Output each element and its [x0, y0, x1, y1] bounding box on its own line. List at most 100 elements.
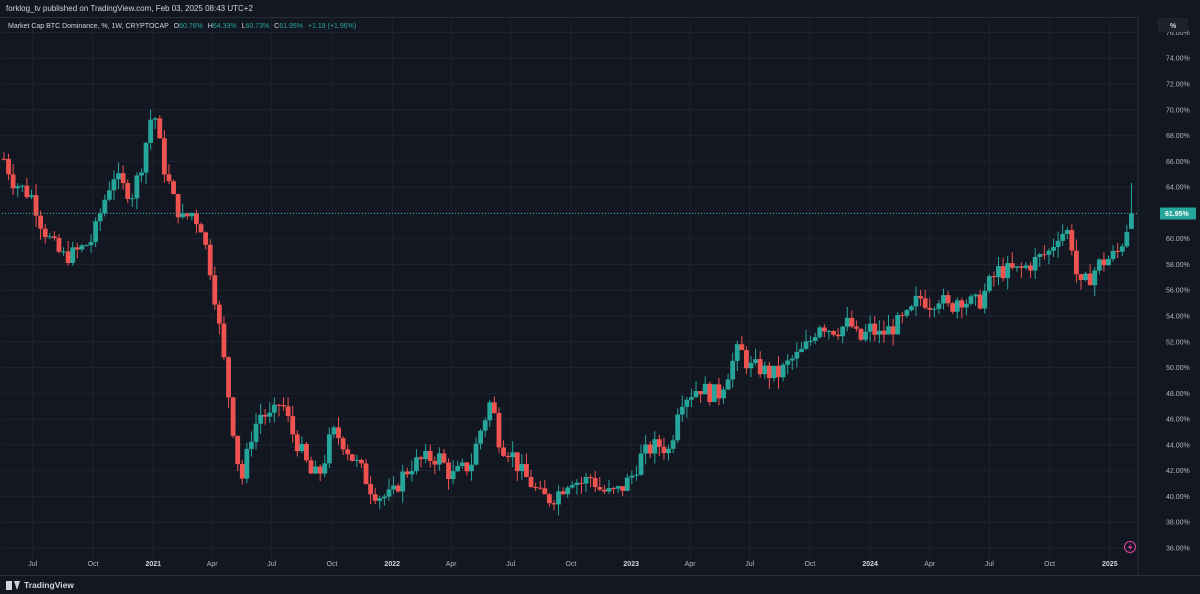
tradingview-logo[interactable]: TradingView: [6, 579, 74, 591]
legend-open-value: 60.76%: [179, 23, 203, 30]
candle-body: [844, 317, 850, 327]
candle-body: [244, 448, 250, 479]
candle-body: [707, 383, 713, 403]
candle: [294, 430, 300, 457]
candle-body: [854, 326, 859, 329]
candle: [271, 397, 277, 423]
candle: [221, 316, 227, 361]
publisher-header: forklog_tv published on TradingView.com,…: [0, 0, 1200, 18]
candle-body: [79, 245, 85, 250]
candle: [152, 116, 158, 129]
candle-body: [326, 434, 332, 464]
candle-body: [739, 344, 745, 351]
candle: [904, 309, 910, 319]
candle-body: [436, 453, 442, 465]
candle: [400, 464, 406, 503]
candle-body: [615, 486, 621, 489]
candle: [29, 189, 34, 200]
candle: [336, 417, 341, 445]
candle-body: [1078, 274, 1084, 281]
candle-body: [968, 296, 974, 304]
candle-body: [1014, 266, 1020, 268]
candle: [982, 283, 988, 314]
candle: [1110, 245, 1116, 262]
candle: [588, 474, 594, 488]
candle: [1023, 262, 1029, 270]
candle-body: [249, 441, 254, 449]
candle: [345, 444, 351, 461]
candle-body: [918, 295, 923, 299]
candle: [725, 373, 731, 390]
price-axis[interactable]: 36.00% 38.00% 40.00% 42.00% 44.00% 46.00% 48.0…: [1166, 30, 1190, 553]
candle: [372, 488, 378, 505]
candle-body: [734, 344, 740, 361]
candle: [881, 320, 887, 343]
candle-body: [519, 463, 525, 472]
candle-body: [991, 276, 997, 278]
candle: [313, 460, 319, 474]
candle: [436, 447, 442, 471]
lightning-icon[interactable]: [1124, 541, 1136, 553]
candle-body: [945, 295, 951, 304]
candle: [858, 328, 864, 342]
candle: [634, 465, 639, 481]
candle: [491, 396, 497, 415]
candle: [404, 467, 410, 479]
candle: [514, 452, 520, 481]
candle-body: [624, 477, 630, 491]
candle: [33, 184, 39, 227]
candle: [446, 458, 451, 490]
candle: [711, 384, 717, 403]
candle-body: [464, 462, 470, 472]
candle-body: [753, 359, 758, 363]
candle: [459, 458, 465, 469]
unit-button[interactable]: %: [1158, 18, 1188, 32]
candle-body: [61, 251, 66, 253]
candle: [1115, 243, 1121, 258]
candle: [950, 301, 956, 314]
candle: [19, 184, 25, 192]
candle-body: [184, 213, 190, 217]
candle-body: [785, 360, 791, 365]
candle-body: [65, 251, 71, 263]
candle-body: [70, 247, 76, 263]
y-tick-label: 40.00%: [1166, 494, 1190, 501]
candle-body: [106, 190, 112, 200]
x-tick-label: Oct: [88, 561, 99, 568]
candle-body: [336, 427, 341, 439]
candle: [331, 425, 337, 439]
candle: [569, 481, 575, 489]
candle: [340, 436, 346, 455]
candle: [409, 460, 415, 482]
candle-body: [1046, 250, 1052, 255]
candle-body: [780, 364, 786, 378]
candle: [322, 454, 328, 478]
candle: [519, 454, 525, 480]
candle: [624, 473, 630, 492]
candle: [753, 348, 758, 366]
candle-body: [959, 300, 965, 308]
legend-open-label: O: [174, 23, 180, 30]
x-tick-label: Jul: [985, 561, 994, 568]
candle-body: [721, 389, 726, 399]
time-axis[interactable]: Jul Oct 2021 Apr Jul Oct 2022 Apr Jul Oct 2023 Apr J…: [28, 561, 1117, 568]
candle: [175, 193, 181, 224]
legend-change: +1.19 (+1.96%): [308, 23, 356, 30]
chart-area[interactable]: 36.00% 38.00% 40.00% 42.00% 44.00% 46.00% 48.0…: [0, 17, 1200, 575]
candle-body: [973, 294, 978, 297]
candle: [450, 460, 456, 485]
candle: [666, 444, 671, 461]
x-tick-label: 2024: [862, 561, 878, 568]
candle-body: [592, 478, 598, 488]
candle: [899, 311, 905, 324]
candle: [395, 483, 401, 494]
candle: [478, 428, 484, 450]
candle: [253, 413, 259, 450]
candle: [941, 288, 946, 310]
candle-body: [290, 416, 296, 435]
candle-body: [313, 466, 319, 474]
candle: [689, 388, 694, 408]
legend-low-label: L: [242, 23, 246, 30]
candle: [1060, 224, 1066, 246]
candle: [560, 487, 566, 496]
